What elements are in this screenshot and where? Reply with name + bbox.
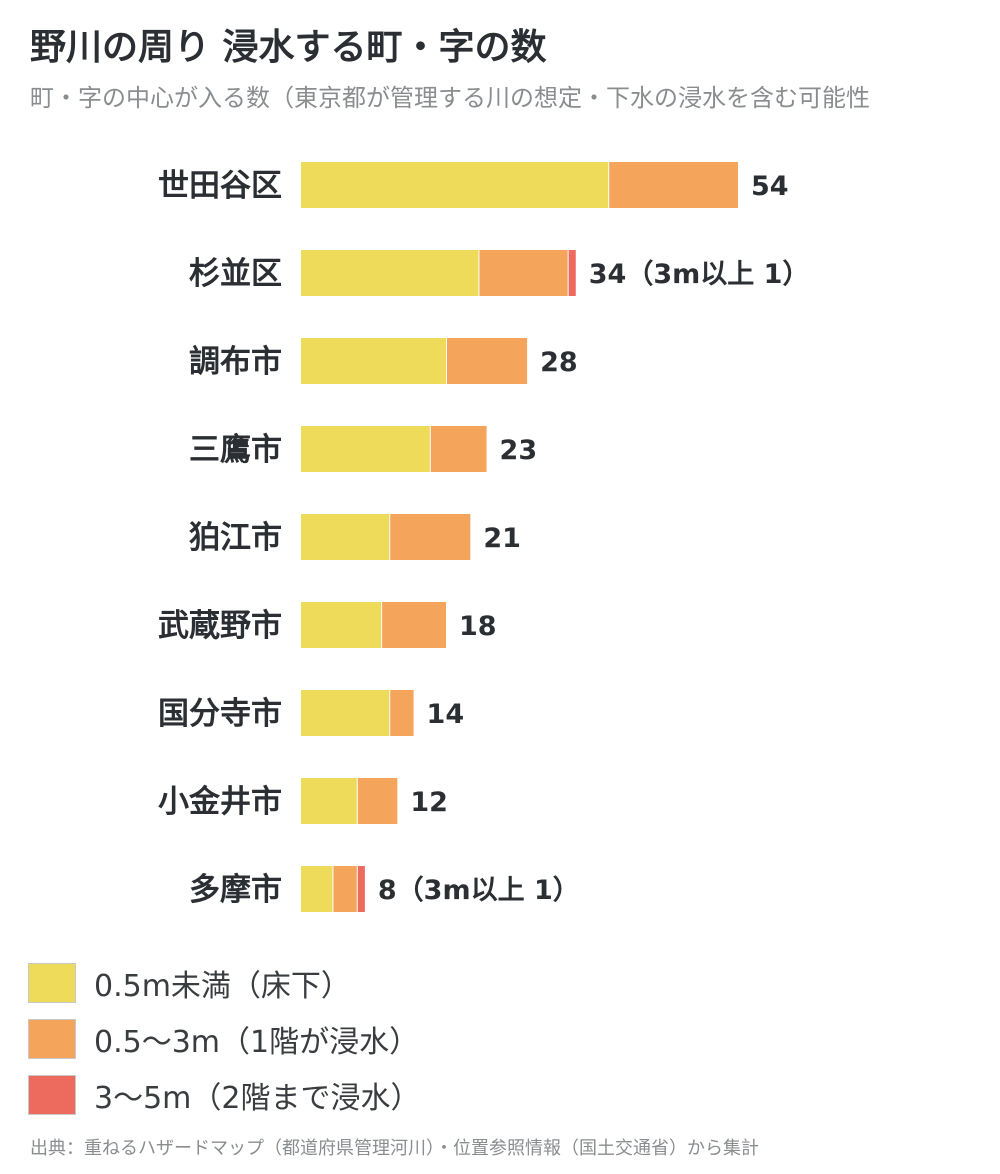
legend-label-deep: 3〜5m（2階まで浸水）	[94, 1081, 421, 1116]
bar-segment-medium	[430, 426, 487, 472]
bar-segment-deep	[568, 250, 576, 296]
bar-segment-shallow	[301, 426, 430, 472]
bar-chart: 世田谷区 54 杉並区 34（3m以上 1） 調布市 28 三鷹市 23 狛江市 21 武蔵野市 18…	[158, 162, 809, 912]
value-label: 34（3m以上 1）	[589, 259, 810, 290]
legend-item-shallow: 0.5m未満（床下）	[28, 955, 420, 1011]
bar-segment-deep	[357, 866, 365, 912]
legend-label-shallow: 0.5m未満（床下）	[94, 969, 351, 1004]
bar-segment-medium	[333, 866, 357, 912]
category-label: 国分寺市	[158, 696, 282, 732]
value-label: 28	[540, 347, 578, 378]
bar-row-setagaya: 世田谷区 54	[158, 162, 789, 208]
category-label: 狛江市	[189, 520, 282, 556]
value-label: 12	[410, 787, 448, 818]
value-label: 21	[483, 523, 521, 554]
category-label: 多摩市	[189, 872, 282, 908]
bar-row-musashino: 武蔵野市 18	[158, 602, 497, 648]
bar-row-suginami: 杉並区 34（3m以上 1）	[189, 250, 809, 296]
legend-swatch-deep	[28, 1075, 76, 1115]
value-label: 18	[459, 611, 497, 642]
bar-segment-medium	[382, 602, 446, 648]
bar-segment-shallow	[301, 162, 609, 208]
legend: 0.5m未満（床下） 0.5〜3m（1階が浸水） 3〜5m（2階まで浸水）	[28, 955, 420, 1123]
bar-segment-shallow	[301, 778, 357, 824]
legend-item-medium: 0.5〜3m（1階が浸水）	[28, 1011, 420, 1067]
category-label: 世田谷区	[158, 168, 282, 204]
bar-segment-shallow	[301, 338, 446, 384]
bar-row-tama: 多摩市 8（3m以上 1）	[189, 866, 580, 912]
bar-segment-shallow	[301, 602, 382, 648]
bar-segment-medium	[609, 162, 738, 208]
value-label: 54	[751, 171, 789, 202]
bar-row-mitaka: 三鷹市 23	[189, 426, 537, 472]
legend-label-medium: 0.5〜3m（1階が浸水）	[94, 1025, 420, 1060]
bar-segment-medium	[447, 338, 528, 384]
bar-segment-shallow	[301, 866, 333, 912]
legend-swatch-medium	[28, 1019, 76, 1059]
bar-row-koganei: 小金井市 12	[158, 778, 448, 824]
bar-segment-shallow	[301, 514, 390, 560]
bar-segment-medium	[479, 250, 568, 296]
category-label: 杉並区	[189, 256, 282, 292]
bar-segment-medium	[390, 514, 471, 560]
bar-segment-shallow	[301, 690, 390, 736]
bar-row-kokubunji: 国分寺市 14	[158, 690, 464, 736]
bar-segment-medium	[390, 690, 414, 736]
legend-item-deep: 3〜5m（2階まで浸水）	[28, 1067, 420, 1123]
source-note: 出典：重ねるハザードマップ（都道府県管理河川）・位置参照情報（国土交通省）から集…	[30, 1138, 759, 1159]
legend-swatch-shallow	[28, 963, 76, 1003]
category-label: 武蔵野市	[158, 608, 282, 644]
value-label: 23	[500, 435, 538, 466]
category-label: 三鷹市	[189, 432, 282, 468]
chart-subtitle: 町・字の中心が入る数（東京都が管理する川の想定・下水の浸水を含む可能性	[30, 84, 870, 112]
chart-title: 野川の周り 浸水する町・字の数	[30, 27, 547, 68]
bar-row-chofu: 調布市 28	[189, 338, 578, 384]
bar-row-komae: 狛江市 21	[189, 514, 521, 560]
value-label: 8（3m以上 1）	[378, 875, 580, 906]
category-label: 小金井市	[158, 784, 282, 820]
category-label: 調布市	[189, 344, 282, 380]
bar-segment-shallow	[301, 250, 479, 296]
value-label: 14	[427, 699, 465, 730]
bar-segment-medium	[357, 778, 398, 824]
